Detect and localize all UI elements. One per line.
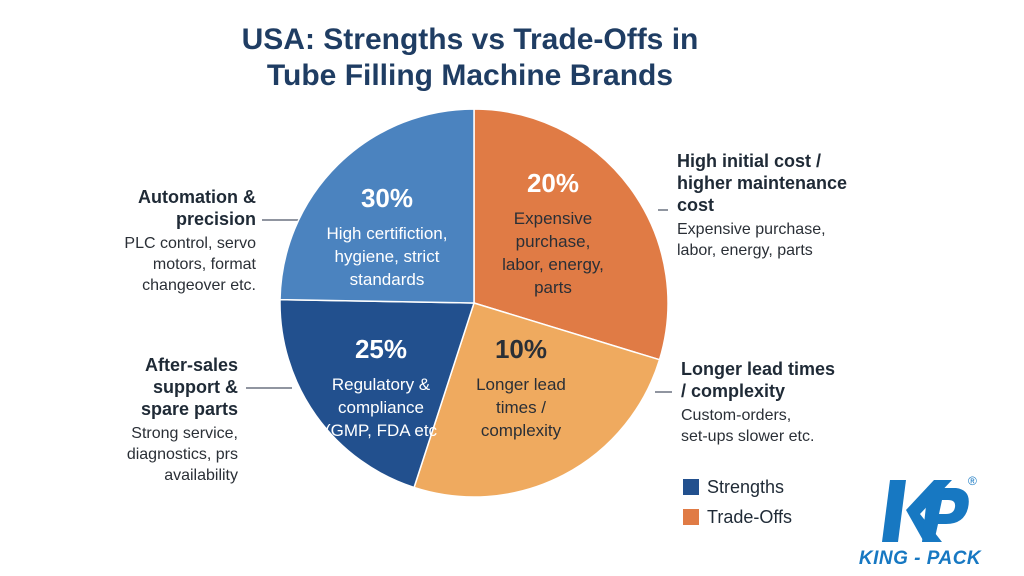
slice-description-line: (GMP, FDA etc — [325, 421, 438, 440]
slice-description-line: complexity — [481, 421, 562, 440]
annotation-lead-times: Longer lead times / complexity Custom-or… — [681, 358, 871, 447]
pie-slice-10pct — [413, 302, 661, 498]
pie-slice-30pct — [279, 108, 475, 304]
annotation-automation: Automation & precision PLC control, serv… — [90, 186, 256, 296]
legend-label-strengths: Strengths — [707, 476, 785, 497]
slice-percent-label: 10% — [495, 334, 547, 364]
annotation-high-cost-desc: Expensive purchase, labor, energy, parts — [677, 221, 826, 259]
legend-swatch-strengths — [683, 479, 699, 495]
slice-description-line: Longer lead — [476, 375, 566, 394]
chart-title: USA: Strengths vs Trade-Offs in Tube Fil… — [150, 22, 790, 94]
annotation-automation-head: Automation & precision — [138, 187, 256, 229]
title-line-1: USA: Strengths vs Trade-Offs in — [241, 23, 699, 56]
annotation-lead-times-desc: Custom-orders, set-ups slower etc. — [681, 407, 815, 445]
king-pack-logo-icon — [882, 480, 969, 542]
slice-description-line: Regulatory & — [332, 375, 431, 394]
chart-legend: Strengths Trade-Offs — [683, 475, 792, 535]
legend-label-tradeoffs: Trade-Offs — [707, 506, 793, 527]
pie-slices — [279, 108, 669, 498]
legend-item-strengths: Strengths — [683, 475, 792, 499]
annotation-lead-times-head: Longer lead times / complexity — [681, 359, 836, 401]
king-pack-wordmark: KING - PACK — [858, 548, 982, 569]
slice-description-line: standards — [350, 270, 425, 289]
annotation-high-cost-head: High initial cost / higher maintenance c… — [677, 151, 848, 215]
slice-description-line: hygiene, strict — [335, 247, 440, 266]
annotation-high-cost: High initial cost / higher maintenance c… — [677, 150, 877, 261]
slice-description-line: High certifiction, — [327, 224, 448, 243]
slice-description-line: times / — [496, 398, 546, 417]
slice-description-line: compliance — [338, 398, 424, 417]
annotation-after-sales-head: After-sales support & spare parts — [140, 355, 238, 419]
registered-mark: ® — [968, 474, 977, 488]
annotation-automation-desc: PLC control, servo motors, format change… — [124, 235, 256, 294]
slice-description-line: parts — [534, 278, 572, 297]
legend-swatch-tradeoffs — [683, 509, 699, 525]
slice-percent-label: 30% — [361, 183, 413, 213]
title-line-2: Tube Filling Machine Brands — [266, 59, 674, 92]
legend-item-tradeoffs: Trade-Offs — [683, 505, 792, 529]
slice-description-line: labor, energy, — [502, 255, 604, 274]
slice-percent-label: 25% — [355, 334, 407, 364]
pie-slice-20pct — [473, 108, 669, 361]
slice-description-line: Expensive — [514, 209, 592, 228]
slice-description-line: purchase, — [516, 232, 591, 251]
king-pack-logo: ® KING - PACK — [850, 474, 990, 570]
annotation-after-sales: After-sales support & spare parts Strong… — [90, 354, 238, 486]
connector-lines — [246, 209, 672, 393]
slice-labels: 20% Expensive purchase, labor, energy, parts… — [325, 168, 604, 440]
pie-slice-25pct — [279, 298, 476, 489]
slice-percent-label: 20% — [527, 168, 579, 198]
annotation-after-sales-desc: Strong service, diagnostics, prs availab… — [126, 425, 238, 484]
